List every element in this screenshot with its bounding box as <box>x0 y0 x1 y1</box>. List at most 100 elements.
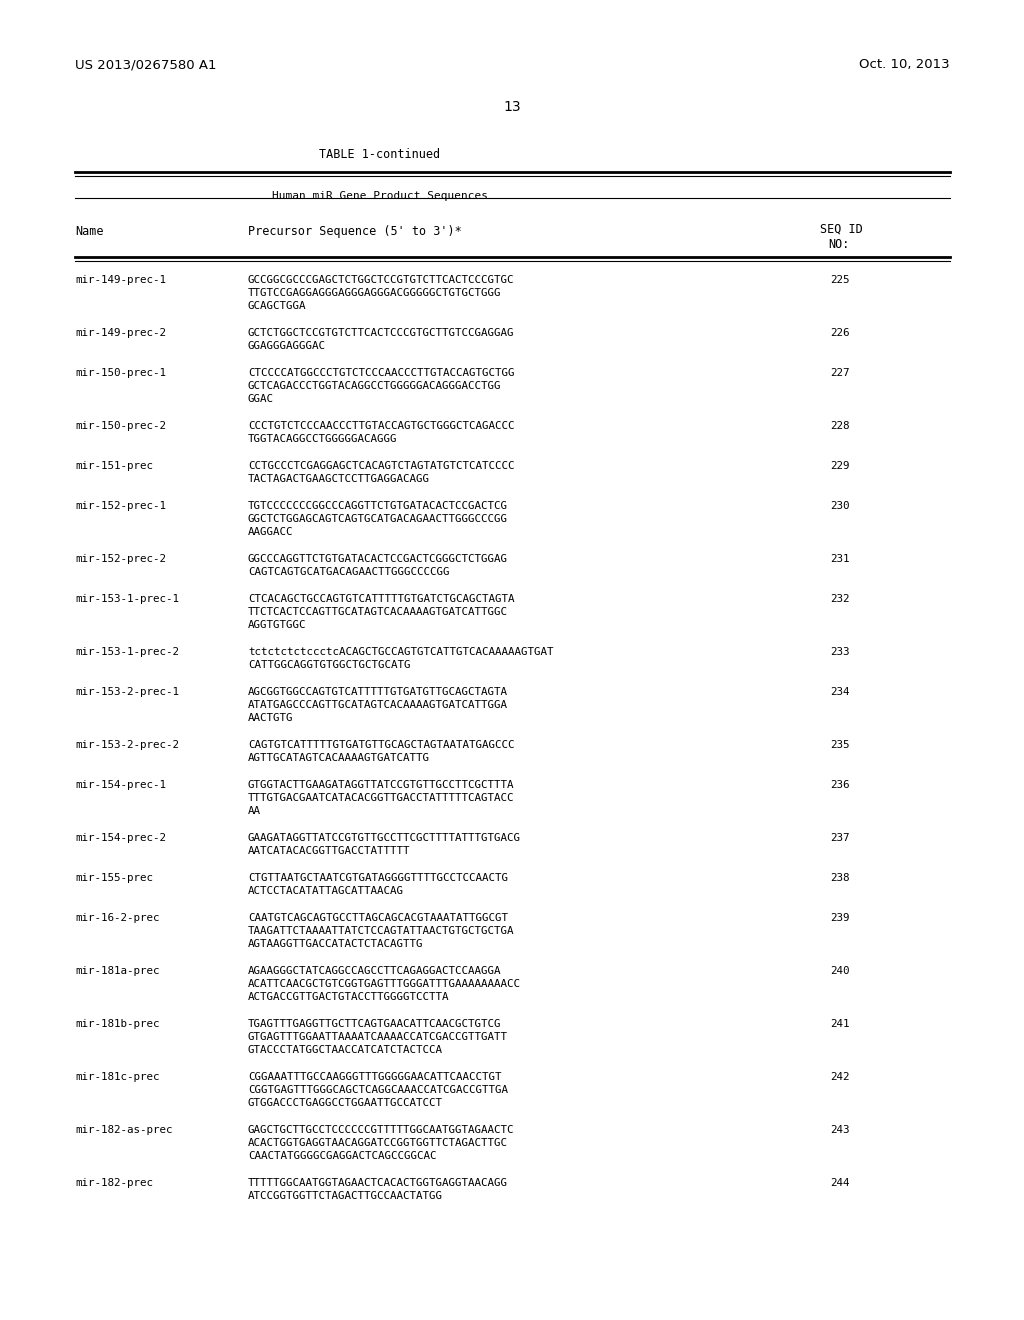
Text: NO:: NO: <box>828 238 849 251</box>
Text: 232: 232 <box>830 594 850 605</box>
Text: CCCTGTCTCCCAACCCTTGTACCAGTGCTGGGCTCAGACCC: CCCTGTCTCCCAACCCTTGTACCAGTGCTGGGCTCAGACC… <box>248 421 514 432</box>
Text: TACTAGACTGAAGCTCCTTGAGGACAGG: TACTAGACTGAAGCTCCTTGAGGACAGG <box>248 474 430 484</box>
Text: CAGTGTCATTTTTGTGATGTTGCAGCTAGTAATATGAGCCC: CAGTGTCATTTTTGTGATGTTGCAGCTAGTAATATGAGCC… <box>248 741 514 750</box>
Text: TTTTTGGCAATGGTAGAACTCACACTGGTGAGGTAACAGG: TTTTTGGCAATGGTAGAACTCACACTGGTGAGGTAACAGG <box>248 1177 508 1188</box>
Text: 227: 227 <box>830 368 850 378</box>
Text: TTGTCCGAGGAGGGAGGGAGGGACGGGGGCTGTGCTGGG: TTGTCCGAGGAGGGAGGGAGGGACGGGGGCTGTGCTGGG <box>248 288 502 298</box>
Text: GAGCTGCTTGCCTCCCCCCGTTTTTGGCAATGGTAGAACTC: GAGCTGCTTGCCTCCCCCCGTTTTTGGCAATGGTAGAACT… <box>248 1125 514 1135</box>
Text: CTCCCCATGGCCCTGTCTCCCAACCCTTGTACCAGTGCTGG: CTCCCCATGGCCCTGTCTCCCAACCCTTGTACCAGTGCTG… <box>248 368 514 378</box>
Text: ACATTCAACGCTGTCGGTGAGTTTGGGATTTGAAAAAAAACC: ACATTCAACGCTGTCGGTGAGTTTGGGATTTGAAAAAAAA… <box>248 979 521 989</box>
Text: GTGAGTTTGGAATTAAAATCAAAACCATCGACCGTTGATT: GTGAGTTTGGAATTAAAATCAAAACCATCGACCGTTGATT <box>248 1032 508 1041</box>
Text: GTACCCTATGGCTAACCATCATCTACTCCA: GTACCCTATGGCTAACCATCATCTACTCCA <box>248 1045 443 1055</box>
Text: ATCCGGTGGTTCTAGACTTGCCAACTATGG: ATCCGGTGGTTCTAGACTTGCCAACTATGG <box>248 1191 443 1201</box>
Text: 244: 244 <box>830 1177 850 1188</box>
Text: ATATGAGCCCAGTTGCATAGTCACAAAAGTGATCATTGGA: ATATGAGCCCAGTTGCATAGTCACAAAAGTGATCATTGGA <box>248 700 508 710</box>
Text: mir-153-1-prec-2: mir-153-1-prec-2 <box>75 647 179 657</box>
Text: 228: 228 <box>830 421 850 432</box>
Text: CATTGGCAGGTGTGGCTGCTGCATG: CATTGGCAGGTGTGGCTGCTGCATG <box>248 660 411 671</box>
Text: AGCGGTGGCCAGTGTCATTTTTGTGATGTTGCAGCTAGTA: AGCGGTGGCCAGTGTCATTTTTGTGATGTTGCAGCTAGTA <box>248 686 508 697</box>
Text: mir-181c-prec: mir-181c-prec <box>75 1072 160 1082</box>
Text: 235: 235 <box>830 741 850 750</box>
Text: mir-154-prec-1: mir-154-prec-1 <box>75 780 166 789</box>
Text: CCTGCCCTCGAGGAGCTCACAGTCTAGTATGTCTCATCCCC: CCTGCCCTCGAGGAGCTCACAGTCTAGTATGTCTCATCCC… <box>248 461 514 471</box>
Text: mir-149-prec-2: mir-149-prec-2 <box>75 327 166 338</box>
Text: 240: 240 <box>830 966 850 975</box>
Text: GTGGTACTTGAAGATAGGTTATCCGTGTTGCCTTCGCTTTA: GTGGTACTTGAAGATAGGTTATCCGTGTTGCCTTCGCTTT… <box>248 780 514 789</box>
Text: CGGAAATTTGCCAAGGGTTTGGGGGAACATTCAACCTGT: CGGAAATTTGCCAAGGGTTTGGGGGAACATTCAACCTGT <box>248 1072 502 1082</box>
Text: GGAC: GGAC <box>248 393 274 404</box>
Text: 242: 242 <box>830 1072 850 1082</box>
Text: AAGGACC: AAGGACC <box>248 527 294 537</box>
Text: AATCATACACGGTTGACCTATTTTT: AATCATACACGGTTGACCTATTTTT <box>248 846 411 855</box>
Text: GCAGCTGGA: GCAGCTGGA <box>248 301 306 312</box>
Text: ACACTGGTGAGGTAACAGGATCCGGTGGTTCTAGACTTGC: ACACTGGTGAGGTAACAGGATCCGGTGGTTCTAGACTTGC <box>248 1138 508 1148</box>
Text: mir-181a-prec: mir-181a-prec <box>75 966 160 975</box>
Text: CGGTGAGTTTGGGCAGCTCAGGCAAACCATCGACCGTTGA: CGGTGAGTTTGGGCAGCTCAGGCAAACCATCGACCGTTGA <box>248 1085 508 1096</box>
Text: 231: 231 <box>830 554 850 564</box>
Text: TGGTACAGGCCTGGGGGACAGGG: TGGTACAGGCCTGGGGGACAGGG <box>248 434 397 444</box>
Text: CAACTATGGGGCGAGGACTCAGCCGGCAC: CAACTATGGGGCGAGGACTCAGCCGGCAC <box>248 1151 436 1162</box>
Text: Human miR Gene Product Sequences: Human miR Gene Product Sequences <box>272 191 488 201</box>
Text: ACTCCTACATATTAGCATTAACAG: ACTCCTACATATTAGCATTAACAG <box>248 886 404 896</box>
Text: 233: 233 <box>830 647 850 657</box>
Text: tctctctctccctcACAGCTGCCAGTGTCATTGTCACAAAAAGTGAT: tctctctctccctcACAGCTGCCAGTGTCATTGTCACAAA… <box>248 647 554 657</box>
Text: AGTAAGGTTGACCATACTCTACAGTTG: AGTAAGGTTGACCATACTCTACAGTTG <box>248 939 424 949</box>
Text: GGAGGGAGGGAC: GGAGGGAGGGAC <box>248 341 326 351</box>
Text: mir-155-prec: mir-155-prec <box>75 873 153 883</box>
Text: 238: 238 <box>830 873 850 883</box>
Text: US 2013/0267580 A1: US 2013/0267580 A1 <box>75 58 216 71</box>
Text: mir-150-prec-1: mir-150-prec-1 <box>75 368 166 378</box>
Text: 226: 226 <box>830 327 850 338</box>
Text: CTCACAGCTGCCAGTGTCATTTTTGTGATCTGCAGCTAGTA: CTCACAGCTGCCAGTGTCATTTTTGTGATCTGCAGCTAGT… <box>248 594 514 605</box>
Text: GGCTCTGGAGCAGTCAGTGCATGACAGAACTTGGGCCCGG: GGCTCTGGAGCAGTCAGTGCATGACAGAACTTGGGCCCGG <box>248 513 508 524</box>
Text: TAAGATTCTAAAATTATCTCCAGTATTAACTGTGCTGCTGA: TAAGATTCTAAAATTATCTCCAGTATTAACTGTGCTGCTG… <box>248 927 514 936</box>
Text: Precursor Sequence (5' to 3')*: Precursor Sequence (5' to 3')* <box>248 224 462 238</box>
Text: AGGTGTGGC: AGGTGTGGC <box>248 620 306 630</box>
Text: TGAGTTTGAGGTTGCTTCAGTGAACATTCAACGCTGTCG: TGAGTTTGAGGTTGCTTCAGTGAACATTCAACGCTGTCG <box>248 1019 502 1030</box>
Text: 239: 239 <box>830 913 850 923</box>
Text: mir-152-prec-1: mir-152-prec-1 <box>75 502 166 511</box>
Text: ACTGACCGTTGACTGTACCTTGGGGTCCTTA: ACTGACCGTTGACTGTACCTTGGGGTCCTTA <box>248 993 450 1002</box>
Text: TTCTCACTCCAGTTGCATAGTCACAAAAGTGATCATTGGC: TTCTCACTCCAGTTGCATAGTCACAAAAGTGATCATTGGC <box>248 607 508 616</box>
Text: mir-152-prec-2: mir-152-prec-2 <box>75 554 166 564</box>
Text: AA: AA <box>248 807 261 816</box>
Text: 243: 243 <box>830 1125 850 1135</box>
Text: mir-150-prec-2: mir-150-prec-2 <box>75 421 166 432</box>
Text: GTGGACCCTGAGGCCTGGAATTGCCATCCT: GTGGACCCTGAGGCCTGGAATTGCCATCCT <box>248 1098 443 1107</box>
Text: 13: 13 <box>503 100 521 114</box>
Text: 237: 237 <box>830 833 850 843</box>
Text: 236: 236 <box>830 780 850 789</box>
Text: Oct. 10, 2013: Oct. 10, 2013 <box>859 58 950 71</box>
Text: GCTCAGACCCTGGTACAGGCCTGGGGGACAGGGACCTGG: GCTCAGACCCTGGTACAGGCCTGGGGGACAGGGACCTGG <box>248 381 502 391</box>
Text: GCCGGCGCCCGAGCTCTGGCTCCGTGTCTTCACTCCCGTGC: GCCGGCGCCCGAGCTCTGGCTCCGTGTCTTCACTCCCGTG… <box>248 275 514 285</box>
Text: mir-154-prec-2: mir-154-prec-2 <box>75 833 166 843</box>
Text: GCTCTGGCTCCGTGTCTTCACTCCCGTGCTTGTCCGAGGAG: GCTCTGGCTCCGTGTCTTCACTCCCGTGCTTGTCCGAGGA… <box>248 327 514 338</box>
Text: mir-182-as-prec: mir-182-as-prec <box>75 1125 172 1135</box>
Text: 241: 241 <box>830 1019 850 1030</box>
Text: AACTGTG: AACTGTG <box>248 713 294 723</box>
Text: 229: 229 <box>830 461 850 471</box>
Text: mir-16-2-prec: mir-16-2-prec <box>75 913 160 923</box>
Text: CAATGTCAGCAGTGCCTTAGCAGCACGTAAATATTGGCGT: CAATGTCAGCAGTGCCTTAGCAGCACGTAAATATTGGCGT <box>248 913 508 923</box>
Text: mir-153-1-prec-1: mir-153-1-prec-1 <box>75 594 179 605</box>
Text: CAGTCAGTGCATGACAGAACTTGGGCCCCGG: CAGTCAGTGCATGACAGAACTTGGGCCCCGG <box>248 568 450 577</box>
Text: AGTTGCATAGTCACAAAAGTGATCATTG: AGTTGCATAGTCACAAAAGTGATCATTG <box>248 752 430 763</box>
Text: mir-181b-prec: mir-181b-prec <box>75 1019 160 1030</box>
Text: TGTCCCCCCCGGCCCAGGTTCTGTGATACACTCCGACTCG: TGTCCCCCCCGGCCCAGGTTCTGTGATACACTCCGACTCG <box>248 502 508 511</box>
Text: 225: 225 <box>830 275 850 285</box>
Text: mir-149-prec-1: mir-149-prec-1 <box>75 275 166 285</box>
Text: Name: Name <box>75 224 103 238</box>
Text: AGAAGGGCTATCAGGCCAGCCTTCAGAGGACTCCAAGGA: AGAAGGGCTATCAGGCCAGCCTTCAGAGGACTCCAAGGA <box>248 966 502 975</box>
Text: mir-153-2-prec-1: mir-153-2-prec-1 <box>75 686 179 697</box>
Text: TABLE 1-continued: TABLE 1-continued <box>319 148 440 161</box>
Text: mir-182-prec: mir-182-prec <box>75 1177 153 1188</box>
Text: SEQ ID: SEQ ID <box>820 223 863 236</box>
Text: GAAGATAGGTTATCCGTGTTGCCTTCGCTTTTATTTGTGACG: GAAGATAGGTTATCCGTGTTGCCTTCGCTTTTATTTGTGA… <box>248 833 521 843</box>
Text: 234: 234 <box>830 686 850 697</box>
Text: TTTGTGACGAATCATACACGGTTGACCTATTTTTCAGTACC: TTTGTGACGAATCATACACGGTTGACCTATTTTTCAGTAC… <box>248 793 514 803</box>
Text: 230: 230 <box>830 502 850 511</box>
Text: mir-153-2-prec-2: mir-153-2-prec-2 <box>75 741 179 750</box>
Text: mir-151-prec: mir-151-prec <box>75 461 153 471</box>
Text: GGCCCAGGTTCTGTGATACACTCCGACTCGGGCTCTGGAG: GGCCCAGGTTCTGTGATACACTCCGACTCGGGCTCTGGAG <box>248 554 508 564</box>
Text: CTGTTAATGCTAATCGTGATAGGGGTTTTGCCTCCAACTG: CTGTTAATGCTAATCGTGATAGGGGTTTTGCCTCCAACTG <box>248 873 508 883</box>
